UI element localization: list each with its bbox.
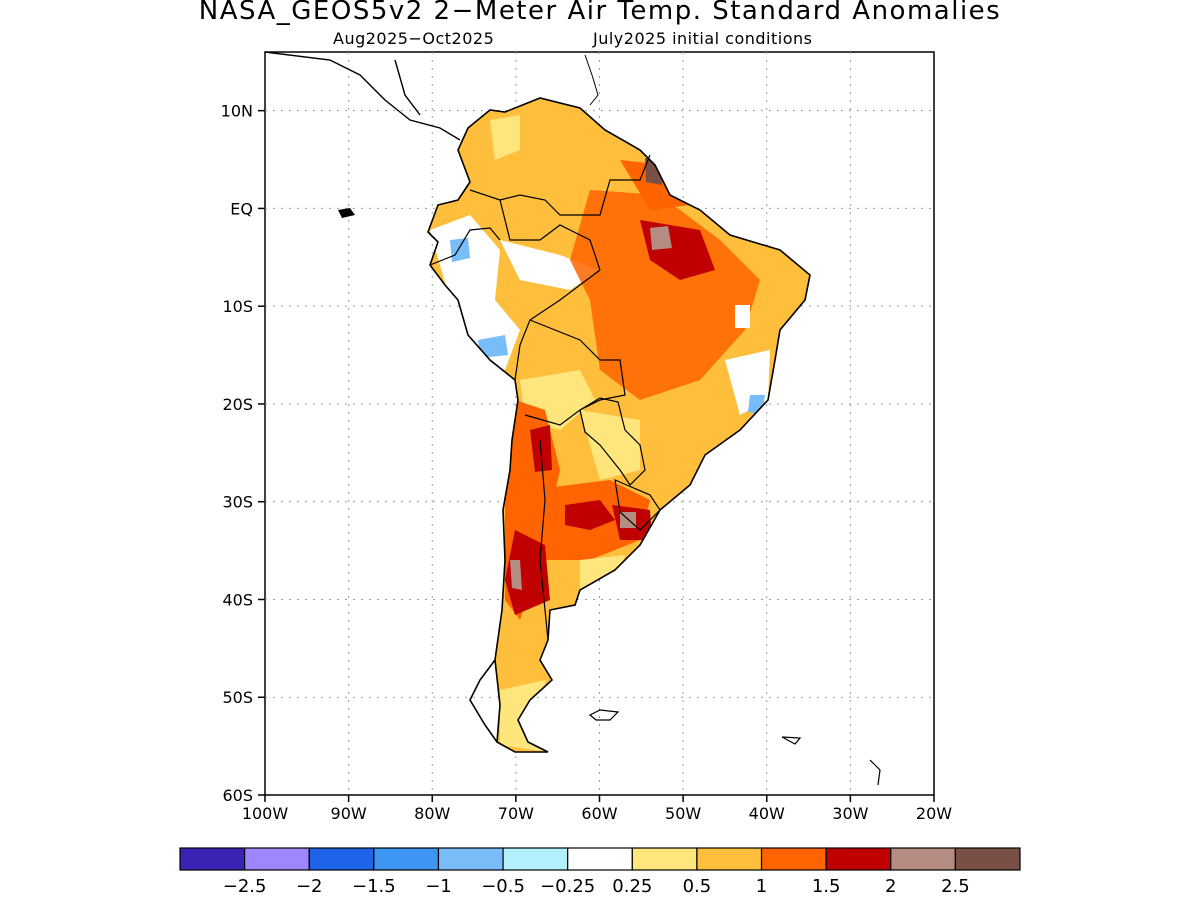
anomaly-cool-patch-1 — [450, 238, 470, 262]
colorbar-swatch — [825, 847, 892, 871]
colorbar-swatch — [631, 847, 698, 871]
colorbar-label: 2.5 — [941, 876, 970, 897]
lat-tick-label: 20S — [222, 395, 253, 414]
galapagos-islands — [338, 208, 355, 218]
lat-tick-label: 30S — [222, 493, 253, 512]
lon-tick-label: 80W — [414, 804, 450, 823]
colorbar-swatch — [890, 847, 956, 871]
lon-tick-label: 60W — [581, 804, 617, 823]
south-sandwich-islands — [869, 759, 881, 786]
border-chile-argentina — [539, 439, 549, 641]
latitude-labels: 10N EQ 10S 20S 30S 40S 50S 60S — [221, 102, 265, 805]
lat-tick-label: 10S — [222, 297, 253, 316]
lon-tick-label: 90W — [331, 804, 367, 823]
colorbar-label: 0.25 — [612, 876, 652, 897]
border-northern-amazon — [469, 154, 651, 216]
lat-tick-label: 60S — [222, 786, 253, 805]
map-title: NASA_GEOS5v2 2−Meter Air Temp. Standard … — [198, 0, 1002, 26]
lon-tick-label: 70W — [498, 804, 534, 823]
colorbar-swatch — [696, 847, 763, 871]
anomaly-strong-patagonia — [505, 530, 550, 615]
longitude-labels: 100W 90W 80W 70W 60W 50W 40W 30W 20W — [242, 795, 952, 823]
anomaly-neutral-amazon — [500, 240, 600, 290]
colorbar-label: −2 — [296, 876, 323, 897]
border-uruguay — [614, 479, 661, 531]
colorbar-swatch — [179, 847, 246, 871]
colorbar-swatch — [760, 847, 827, 871]
lat-tick-label: 50S — [222, 688, 253, 707]
lon-tick-label: 50W — [665, 804, 701, 823]
colorbar-swatch — [954, 847, 1021, 871]
border-ecuador — [429, 227, 501, 266]
border-paraguay — [579, 397, 646, 486]
caribbean-islands — [584, 54, 599, 106]
forecast-period: Aug2025−Oct2025 — [333, 29, 495, 48]
initial-conditions: July2025 initial conditions — [593, 29, 813, 48]
lon-tick-label: 20W — [916, 804, 952, 823]
colorbar-label: −1 — [425, 876, 452, 897]
colorbar-label: −2.5 — [223, 876, 267, 897]
anomaly-neutral-piaui — [735, 305, 750, 328]
anomaly-extreme-chile — [510, 560, 522, 590]
colorbar-label: 2 — [885, 876, 896, 897]
central-america-coast — [264, 51, 461, 141]
border-colombia-peru — [499, 199, 601, 271]
anomaly-warm-brazil — [570, 190, 760, 400]
anomaly-weak-chaco — [580, 410, 640, 480]
lon-tick-label: 100W — [242, 804, 289, 823]
colorbar-swatch — [437, 847, 504, 871]
anomaly-warm-guianas — [620, 160, 690, 210]
border-bolivia — [524, 319, 626, 426]
colorbar-labels: −2.5 −2 −1.5 −1 −0.5 −0.25 0.25 0.5 1 1.5 2 2.5 — [223, 876, 970, 897]
colorbar-label: 1 — [756, 876, 767, 897]
south-america-coastline — [427, 97, 811, 753]
anomaly-strong-pampas — [565, 500, 615, 530]
lat-tick-label: 10N — [221, 102, 253, 121]
colorbar-label: −1.5 — [352, 876, 396, 897]
colorbar-swatch — [567, 847, 633, 871]
chile-fjord-coast — [469, 659, 498, 743]
colorbar-label: −0.5 — [481, 876, 525, 897]
colorbar-swatch — [502, 847, 569, 871]
colorbar-swatch — [244, 847, 310, 871]
anomaly-extreme-amapa — [650, 226, 672, 250]
lat-tick-label: 40S — [222, 590, 253, 609]
colorbar-label: 0.5 — [683, 876, 712, 897]
colorbar-label: 1.5 — [812, 876, 841, 897]
colorbar — [179, 847, 1021, 871]
anomaly-weak-north — [490, 115, 520, 160]
lon-tick-label: 30W — [832, 804, 868, 823]
lat-tick-label: EQ — [230, 199, 253, 218]
colorbar-label: −0.25 — [540, 876, 595, 897]
falkland-islands — [588, 709, 620, 721]
colorbar-swatch — [373, 847, 440, 871]
lon-tick-label: 40W — [749, 804, 785, 823]
south-georgia — [781, 736, 802, 745]
colorbar-swatch — [308, 847, 375, 871]
anomaly-cool-patch-2 — [478, 335, 508, 358]
